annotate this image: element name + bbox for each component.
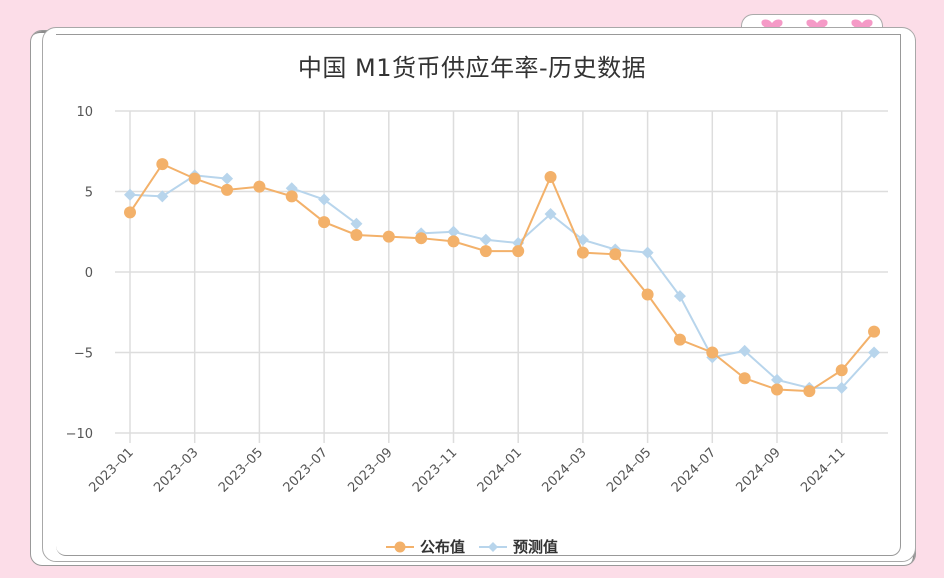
data-point[interactable]: [673, 333, 686, 346]
data-point[interactable]: [124, 188, 136, 201]
x-tick-label: 2023–01: [87, 445, 137, 495]
data-point[interactable]: [641, 246, 654, 259]
legend-label-forecast: 预测值: [513, 538, 559, 556]
data-point[interactable]: [738, 344, 751, 357]
x-tick-label: 2024–11: [798, 445, 848, 495]
y-tick-label: −5: [74, 347, 93, 362]
x-tick-label: 2024–09: [734, 445, 784, 495]
data-point[interactable]: [318, 193, 331, 206]
x-tick-label: 2023–05: [216, 445, 266, 495]
data-point[interactable]: [803, 385, 816, 398]
data-point[interactable]: [673, 290, 686, 303]
x-tick-label: 2023–03: [151, 445, 201, 495]
y-tick-label: 10: [76, 105, 93, 120]
data-point[interactable]: [221, 172, 234, 185]
chart-legend: 公布值 预测值: [0, 536, 944, 557]
data-point[interactable]: [868, 325, 881, 338]
x-tick-label: 2024–03: [539, 445, 589, 495]
data-point[interactable]: [285, 190, 298, 203]
legend-label-published: 公布值: [419, 538, 465, 556]
x-tick-label: 2024–01: [475, 445, 525, 495]
data-point[interactable]: [512, 245, 525, 258]
data-point[interactable]: [188, 172, 201, 185]
data-point[interactable]: [706, 346, 719, 359]
data-point[interactable]: [350, 228, 363, 241]
data-point[interactable]: [221, 183, 234, 196]
data-point[interactable]: [835, 381, 848, 394]
x-tick-label: 2024–05: [604, 445, 654, 495]
data-point[interactable]: [382, 230, 395, 243]
heart-icon: [806, 19, 828, 33]
heart-icon: [761, 19, 783, 33]
series-forecast: [124, 169, 881, 394]
data-point[interactable]: [447, 225, 460, 238]
data-point[interactable]: [415, 232, 428, 245]
y-tick-label: 0: [85, 266, 93, 281]
data-point[interactable]: [156, 158, 169, 171]
data-point[interactable]: [479, 245, 492, 258]
card-inner-frame: [56, 34, 901, 556]
data-point[interactable]: [544, 171, 557, 184]
data-point[interactable]: [609, 248, 622, 261]
data-point[interactable]: [576, 246, 589, 259]
legend-item-forecast[interactable]: 预测值: [479, 536, 558, 557]
circle-marker-icon: [385, 540, 414, 554]
heart-icon: [851, 19, 873, 33]
data-point[interactable]: [124, 206, 136, 219]
y-tick-label: −10: [66, 427, 93, 442]
data-point[interactable]: [641, 288, 654, 301]
data-point[interactable]: [253, 180, 266, 193]
data-point[interactable]: [479, 233, 492, 246]
data-point[interactable]: [868, 346, 881, 359]
data-point[interactable]: [318, 216, 331, 229]
x-tick-label: 2024–07: [669, 445, 719, 495]
diamond-marker-icon: [479, 540, 507, 554]
data-point[interactable]: [576, 233, 589, 246]
x-tick-label: 2023–11: [410, 445, 460, 495]
data-point[interactable]: [771, 383, 783, 396]
series-published: [124, 158, 881, 398]
data-point[interactable]: [156, 190, 169, 203]
data-point[interactable]: [544, 208, 557, 221]
x-tick-label: 2023–07: [281, 445, 331, 495]
data-point[interactable]: [447, 235, 460, 248]
x-tick-label: 2023–09: [345, 445, 395, 495]
data-point[interactable]: [771, 373, 783, 386]
data-point[interactable]: [738, 372, 751, 385]
legend-item-published[interactable]: 公布值: [385, 536, 465, 557]
chart-card: [42, 27, 916, 562]
data-point[interactable]: [350, 217, 363, 230]
y-tick-label: 5: [85, 186, 93, 201]
chart-title: 中国 M1货币供应年率-历史数据: [297, 54, 647, 82]
data-point[interactable]: [835, 364, 848, 377]
